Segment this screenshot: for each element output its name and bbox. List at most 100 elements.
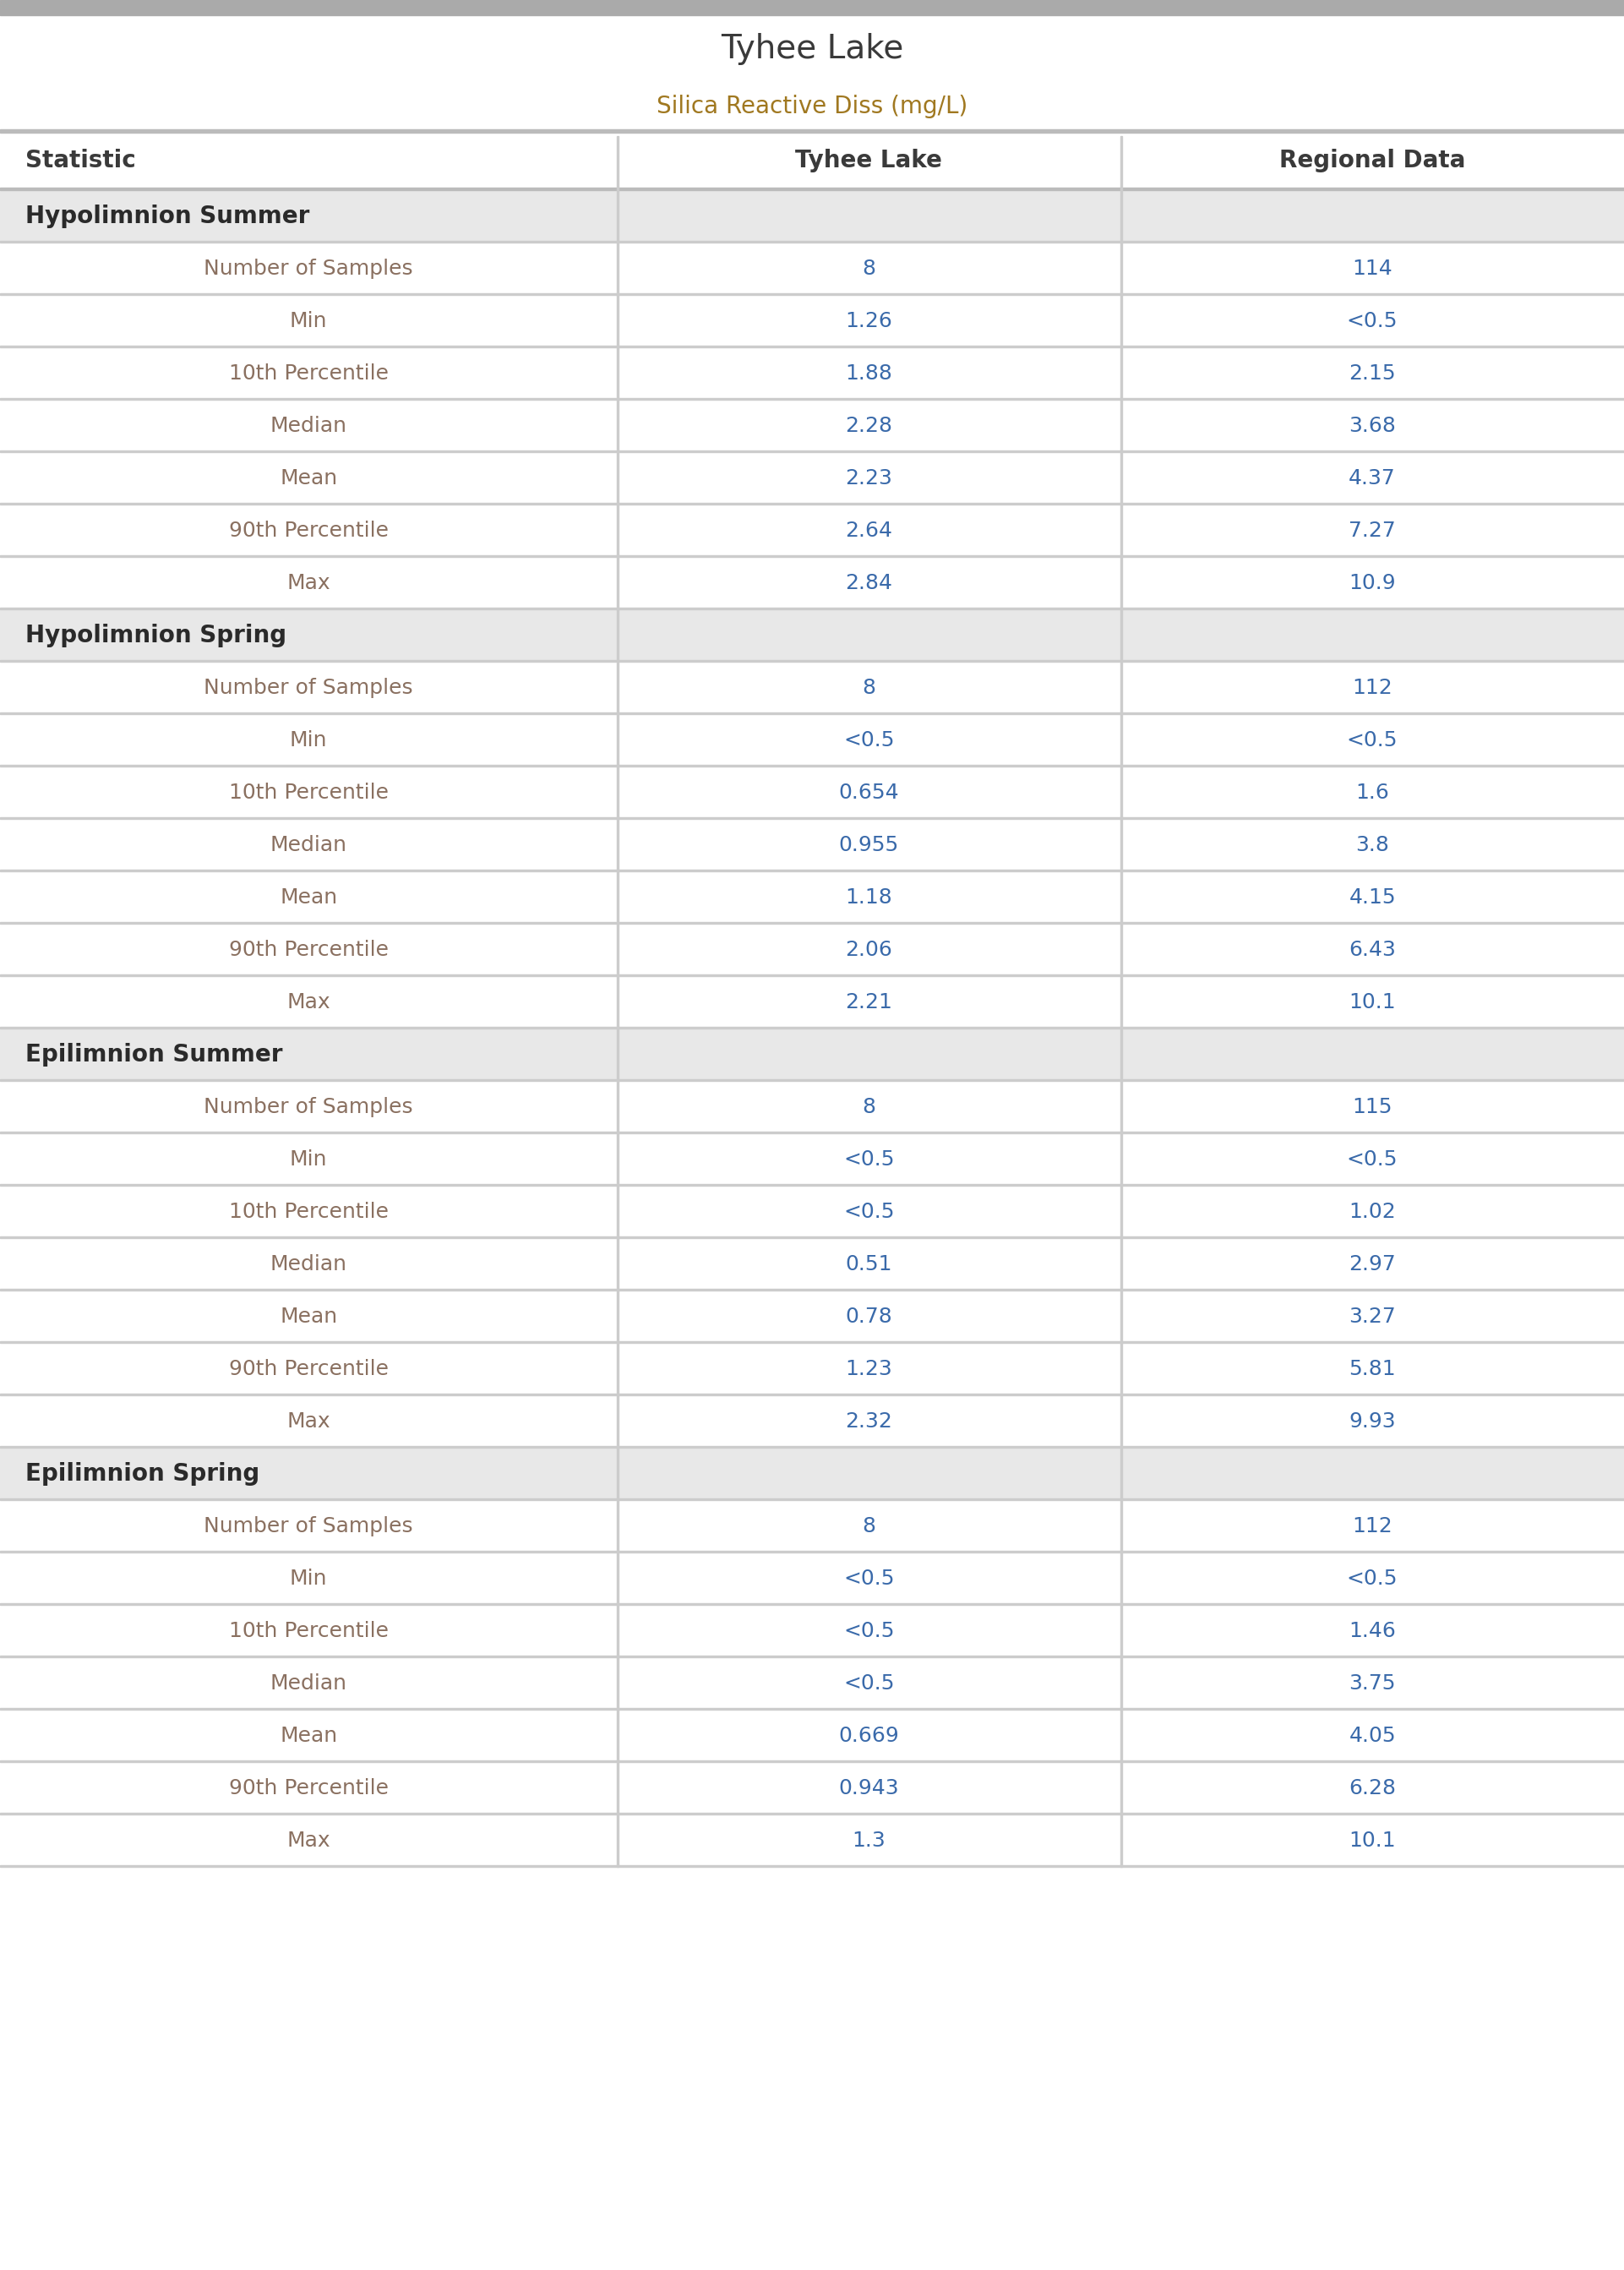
Text: 8: 8 bbox=[862, 1096, 875, 1117]
Text: Silica Reactive Diss (mg/L): Silica Reactive Diss (mg/L) bbox=[656, 95, 968, 118]
Text: Regional Data: Regional Data bbox=[1280, 148, 1465, 173]
Bar bbox=[0, 400, 1624, 452]
Bar bbox=[0, 872, 1624, 924]
Text: Mean: Mean bbox=[279, 1308, 338, 1328]
Text: Number of Samples: Number of Samples bbox=[205, 259, 412, 279]
Text: 3.68: 3.68 bbox=[1348, 415, 1397, 436]
Text: Tyhee Lake: Tyhee Lake bbox=[796, 148, 942, 173]
Bar bbox=[0, 819, 1624, 872]
Bar bbox=[0, 715, 1624, 767]
Text: <0.5: <0.5 bbox=[843, 1621, 895, 1641]
Bar bbox=[0, 1028, 1624, 1081]
Text: 0.78: 0.78 bbox=[844, 1308, 893, 1328]
Bar bbox=[617, 136, 619, 1866]
Bar bbox=[1121, 136, 1122, 1866]
Text: Epilimnion Summer: Epilimnion Summer bbox=[26, 1042, 283, 1067]
Text: <0.5: <0.5 bbox=[843, 731, 895, 751]
Text: 10th Percentile: 10th Percentile bbox=[229, 363, 388, 384]
Text: Min: Min bbox=[289, 311, 328, 331]
Text: 1.88: 1.88 bbox=[844, 363, 893, 384]
Bar bbox=[0, 976, 1624, 1028]
Text: 10.1: 10.1 bbox=[1350, 992, 1395, 1012]
Text: Number of Samples: Number of Samples bbox=[205, 1516, 412, 1537]
Text: 7.27: 7.27 bbox=[1348, 520, 1397, 540]
Text: 8: 8 bbox=[862, 1516, 875, 1537]
Text: <0.5: <0.5 bbox=[843, 1201, 895, 1221]
Text: 90th Percentile: 90th Percentile bbox=[229, 940, 388, 960]
Text: 115: 115 bbox=[1353, 1096, 1392, 1117]
Bar bbox=[0, 924, 1624, 976]
Text: Max: Max bbox=[287, 992, 330, 1012]
Text: 10.1: 10.1 bbox=[1350, 1830, 1395, 1850]
Bar bbox=[0, 1081, 1624, 1133]
Text: Median: Median bbox=[270, 1253, 348, 1273]
Text: 3.8: 3.8 bbox=[1356, 835, 1389, 856]
Bar bbox=[0, 1292, 1624, 1344]
Text: 2.64: 2.64 bbox=[844, 520, 893, 540]
Text: 2.28: 2.28 bbox=[844, 415, 893, 436]
Text: Hypolimnion Summer: Hypolimnion Summer bbox=[26, 204, 310, 229]
Text: Mean: Mean bbox=[279, 1725, 338, 1746]
Text: <0.5: <0.5 bbox=[843, 1673, 895, 1693]
Text: <0.5: <0.5 bbox=[1346, 1569, 1398, 1589]
Text: 10th Percentile: 10th Percentile bbox=[229, 1201, 388, 1221]
Text: <0.5: <0.5 bbox=[1346, 1149, 1398, 1169]
Text: Min: Min bbox=[289, 1149, 328, 1169]
Text: <0.5: <0.5 bbox=[1346, 731, 1398, 751]
Text: 0.955: 0.955 bbox=[838, 835, 900, 856]
Bar bbox=[0, 295, 1624, 347]
Bar bbox=[0, 452, 1624, 504]
Bar bbox=[0, 1709, 1624, 1762]
Text: 112: 112 bbox=[1353, 679, 1392, 699]
Text: 6.28: 6.28 bbox=[1348, 1777, 1397, 1798]
Text: 2.84: 2.84 bbox=[844, 572, 893, 592]
Bar bbox=[0, 1185, 1624, 1237]
Text: 4.15: 4.15 bbox=[1350, 888, 1395, 908]
Text: 90th Percentile: 90th Percentile bbox=[229, 1360, 388, 1380]
Bar bbox=[0, 1762, 1624, 1814]
Bar bbox=[0, 1814, 1624, 1866]
Bar bbox=[0, 1448, 1624, 1500]
Text: Max: Max bbox=[287, 1412, 330, 1432]
Text: Statistic: Statistic bbox=[26, 148, 136, 173]
Text: 10th Percentile: 10th Percentile bbox=[229, 783, 388, 804]
Text: 4.05: 4.05 bbox=[1350, 1725, 1395, 1746]
Text: 10.9: 10.9 bbox=[1350, 572, 1395, 592]
Text: 0.669: 0.669 bbox=[838, 1725, 900, 1746]
Text: <0.5: <0.5 bbox=[843, 1149, 895, 1169]
Bar bbox=[0, 1133, 1624, 1185]
Text: 3.75: 3.75 bbox=[1350, 1673, 1395, 1693]
Text: 90th Percentile: 90th Percentile bbox=[229, 1777, 388, 1798]
Bar bbox=[0, 608, 1624, 663]
Text: 9.93: 9.93 bbox=[1350, 1412, 1395, 1432]
Bar bbox=[0, 243, 1624, 295]
Text: 1.6: 1.6 bbox=[1356, 783, 1389, 804]
Text: Mean: Mean bbox=[279, 468, 338, 488]
Text: Hypolimnion Spring: Hypolimnion Spring bbox=[26, 624, 286, 647]
Text: 4.37: 4.37 bbox=[1348, 468, 1397, 488]
Text: Number of Samples: Number of Samples bbox=[205, 679, 412, 699]
Text: 6.43: 6.43 bbox=[1348, 940, 1397, 960]
Text: <0.5: <0.5 bbox=[843, 1569, 895, 1589]
Text: Min: Min bbox=[289, 1569, 328, 1589]
Bar bbox=[0, 188, 1624, 191]
Bar bbox=[0, 129, 1624, 132]
Text: 0.943: 0.943 bbox=[838, 1777, 900, 1798]
Text: 8: 8 bbox=[862, 259, 875, 279]
Text: 2.32: 2.32 bbox=[844, 1412, 893, 1432]
Text: Max: Max bbox=[287, 572, 330, 592]
Bar bbox=[0, 191, 1624, 243]
Text: 1.02: 1.02 bbox=[1348, 1201, 1397, 1221]
Text: Min: Min bbox=[289, 731, 328, 751]
Text: 90th Percentile: 90th Percentile bbox=[229, 520, 388, 540]
Text: 5.81: 5.81 bbox=[1350, 1360, 1395, 1380]
Text: 1.23: 1.23 bbox=[844, 1360, 893, 1380]
Text: 114: 114 bbox=[1353, 259, 1392, 279]
Text: 2.21: 2.21 bbox=[844, 992, 893, 1012]
Bar bbox=[0, 556, 1624, 608]
Bar bbox=[0, 767, 1624, 819]
Text: 1.46: 1.46 bbox=[1348, 1621, 1397, 1641]
Bar bbox=[0, 1237, 1624, 1292]
Text: Number of Samples: Number of Samples bbox=[205, 1096, 412, 1117]
Text: 8: 8 bbox=[862, 679, 875, 699]
